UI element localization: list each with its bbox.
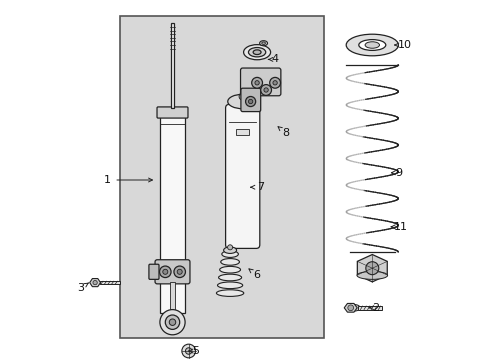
Ellipse shape bbox=[253, 50, 261, 54]
Circle shape bbox=[264, 88, 268, 92]
Text: 2: 2 bbox=[371, 303, 379, 313]
Circle shape bbox=[365, 262, 378, 275]
Bar bbox=[100, 281, 120, 284]
Bar bbox=[120, 16, 323, 338]
Circle shape bbox=[251, 77, 262, 88]
Polygon shape bbox=[344, 303, 356, 312]
Text: 7: 7 bbox=[257, 182, 264, 192]
Circle shape bbox=[254, 81, 259, 85]
FancyBboxPatch shape bbox=[225, 104, 259, 248]
Ellipse shape bbox=[217, 282, 242, 289]
Ellipse shape bbox=[261, 42, 265, 45]
Ellipse shape bbox=[219, 266, 240, 273]
Ellipse shape bbox=[220, 258, 239, 265]
Text: 3: 3 bbox=[77, 283, 84, 293]
Ellipse shape bbox=[348, 305, 359, 311]
Bar bbox=[358, 306, 381, 310]
Text: 10: 10 bbox=[397, 40, 411, 50]
Circle shape bbox=[169, 319, 175, 325]
Ellipse shape bbox=[346, 34, 398, 56]
Circle shape bbox=[174, 266, 185, 278]
Text: 9: 9 bbox=[395, 168, 402, 178]
Circle shape bbox=[165, 315, 179, 329]
Ellipse shape bbox=[223, 247, 236, 253]
Circle shape bbox=[272, 81, 277, 85]
Circle shape bbox=[159, 266, 171, 278]
Ellipse shape bbox=[248, 48, 265, 57]
FancyBboxPatch shape bbox=[241, 88, 260, 112]
Ellipse shape bbox=[227, 94, 257, 109]
Ellipse shape bbox=[259, 41, 267, 46]
Bar bbox=[170, 23, 174, 108]
Ellipse shape bbox=[243, 45, 270, 60]
Circle shape bbox=[245, 96, 255, 107]
Circle shape bbox=[260, 85, 271, 95]
Bar bbox=[236, 129, 249, 135]
Ellipse shape bbox=[222, 251, 238, 257]
Bar bbox=[160, 108, 184, 313]
Text: 4: 4 bbox=[271, 54, 278, 64]
Circle shape bbox=[185, 348, 192, 354]
Ellipse shape bbox=[365, 42, 379, 48]
Circle shape bbox=[269, 77, 280, 88]
Circle shape bbox=[163, 269, 167, 274]
Text: 8: 8 bbox=[282, 128, 289, 138]
Text: 6: 6 bbox=[253, 270, 260, 280]
Circle shape bbox=[239, 93, 246, 100]
Bar bbox=[169, 282, 175, 310]
Ellipse shape bbox=[356, 271, 387, 279]
Polygon shape bbox=[357, 255, 386, 282]
Circle shape bbox=[93, 280, 97, 285]
FancyBboxPatch shape bbox=[149, 264, 159, 279]
Circle shape bbox=[177, 269, 182, 274]
Circle shape bbox=[248, 99, 252, 104]
Ellipse shape bbox=[218, 274, 241, 281]
FancyBboxPatch shape bbox=[240, 68, 280, 96]
Polygon shape bbox=[89, 279, 101, 287]
Text: 1: 1 bbox=[104, 175, 111, 185]
Circle shape bbox=[227, 245, 232, 250]
Text: 11: 11 bbox=[393, 222, 407, 232]
Circle shape bbox=[160, 310, 185, 335]
Circle shape bbox=[347, 305, 353, 311]
Text: 5: 5 bbox=[192, 346, 199, 356]
Circle shape bbox=[182, 344, 195, 358]
Ellipse shape bbox=[358, 40, 385, 50]
FancyBboxPatch shape bbox=[157, 107, 187, 118]
Ellipse shape bbox=[216, 290, 244, 296]
FancyBboxPatch shape bbox=[155, 260, 189, 284]
